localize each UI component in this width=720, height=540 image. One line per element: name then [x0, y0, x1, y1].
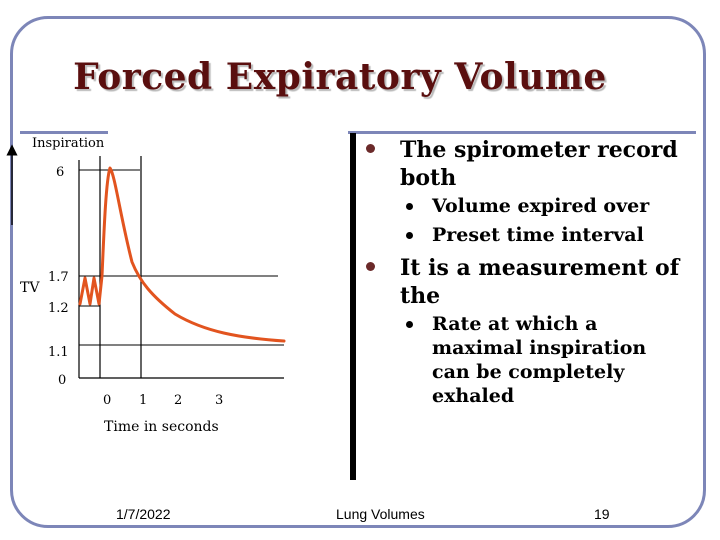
- slide-frame: [10, 16, 706, 528]
- bullet-dot: [366, 262, 375, 271]
- y-label-6: 6: [56, 165, 64, 180]
- footer-title: Lung Volumes: [336, 506, 425, 522]
- x-label-3: 3: [215, 393, 223, 408]
- inspiration-label: Inspiration: [32, 136, 105, 151]
- tv-label: TV: [20, 280, 40, 296]
- y-label-1-7: 1.7: [48, 270, 69, 285]
- divider-bar: [350, 133, 356, 480]
- bullet-text: It is a measurement of the: [400, 255, 680, 309]
- title-rule-right: [348, 131, 696, 134]
- x-label-2: 2: [174, 393, 182, 408]
- y-label-1-1: 1.1: [48, 345, 69, 360]
- sub-bullet-dot: [406, 232, 413, 239]
- bullet-dot: [366, 144, 375, 153]
- fev-curve: [78, 166, 286, 343]
- footer-date: 1/7/2022: [116, 506, 171, 522]
- slide-title: Forced Expiratory Volume: [73, 56, 607, 98]
- sub-bullet-text: Volume expired over: [432, 195, 650, 217]
- y-label-1-2: 1.2: [48, 301, 69, 316]
- sub-bullet-text: Preset time interval: [432, 224, 644, 246]
- x-label-1: 1: [139, 393, 147, 408]
- bullet-text: The spirometer record both: [400, 137, 678, 191]
- y-label-0: 0: [58, 373, 66, 388]
- x-axis-title: Time in seconds: [104, 419, 219, 435]
- page-number: 19: [594, 506, 610, 522]
- sub-bullet-text: Rate at which a maximal inspiration can …: [432, 313, 647, 407]
- sub-bullet-dot: [406, 321, 413, 328]
- title-rule-left: [20, 131, 108, 134]
- x-label-0: 0: [103, 393, 111, 408]
- sub-bullet-dot: [406, 203, 413, 210]
